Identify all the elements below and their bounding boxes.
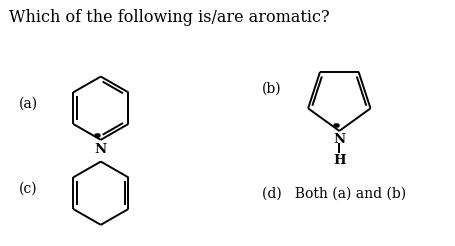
Text: (d)   Both (a) and (b): (d) Both (a) and (b) (261, 186, 405, 200)
Text: N: N (95, 143, 106, 156)
Text: (c): (c) (19, 181, 38, 195)
Text: N: N (333, 133, 344, 146)
Text: H: H (332, 154, 345, 167)
Text: Which of the following is/are aromatic?: Which of the following is/are aromatic? (9, 9, 329, 26)
Text: (a): (a) (19, 96, 38, 110)
Text: (b): (b) (261, 81, 281, 95)
